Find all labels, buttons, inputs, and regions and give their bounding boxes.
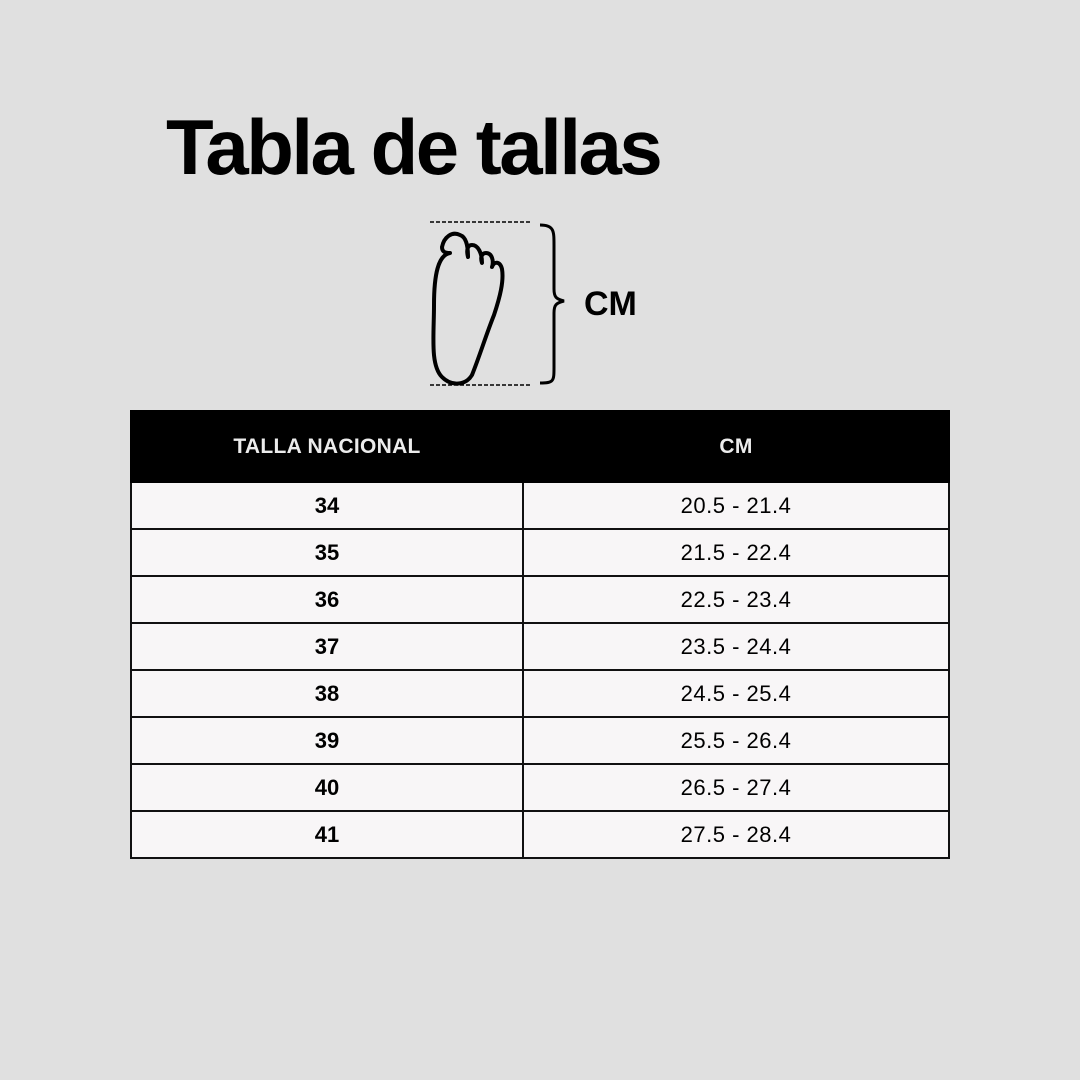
measure-label: CM bbox=[584, 285, 637, 323]
foot-outline-icon bbox=[430, 221, 565, 386]
table-row: 41 27.5 - 28.4 bbox=[130, 810, 950, 859]
cm-range-cell: 24.5 - 25.4 bbox=[522, 669, 950, 718]
cm-range-cell: 26.5 - 27.4 bbox=[522, 763, 950, 812]
header-talla-nacional: TALLA NACIONAL bbox=[130, 410, 524, 483]
size-cell: 41 bbox=[130, 810, 524, 859]
cm-range-cell: 22.5 - 23.4 bbox=[522, 575, 950, 624]
cm-range-cell: 21.5 - 22.4 bbox=[522, 528, 950, 577]
size-cell: 36 bbox=[130, 575, 524, 624]
size-table: TALLA NACIONAL CM 34 20.5 - 21.4 35 21.5 - … bbox=[130, 410, 950, 859]
size-cell: 37 bbox=[130, 622, 524, 671]
table-row: 39 25.5 - 26.4 bbox=[130, 716, 950, 765]
size-cell: 35 bbox=[130, 528, 524, 577]
table-row: 34 20.5 - 21.4 bbox=[130, 481, 950, 530]
size-cell: 34 bbox=[130, 481, 524, 530]
table-row: 38 24.5 - 25.4 bbox=[130, 669, 950, 718]
cm-range-cell: 20.5 - 21.4 bbox=[522, 481, 950, 530]
header-cm: CM bbox=[522, 410, 950, 483]
table-header-row: TALLA NACIONAL CM bbox=[130, 410, 950, 483]
cm-range-cell: 23.5 - 24.4 bbox=[522, 622, 950, 671]
size-cell: 39 bbox=[130, 716, 524, 765]
table-row: 35 21.5 - 22.4 bbox=[130, 528, 950, 577]
table-row: 36 22.5 - 23.4 bbox=[130, 575, 950, 624]
page-title: Tabla de tallas bbox=[166, 103, 663, 191]
table-row: 40 26.5 - 27.4 bbox=[130, 763, 950, 812]
cm-range-cell: 25.5 - 26.4 bbox=[522, 716, 950, 765]
size-cell: 40 bbox=[130, 763, 524, 812]
cm-range-cell: 27.5 - 28.4 bbox=[522, 810, 950, 859]
table-row: 37 23.5 - 24.4 bbox=[130, 622, 950, 671]
size-cell: 38 bbox=[130, 669, 524, 718]
